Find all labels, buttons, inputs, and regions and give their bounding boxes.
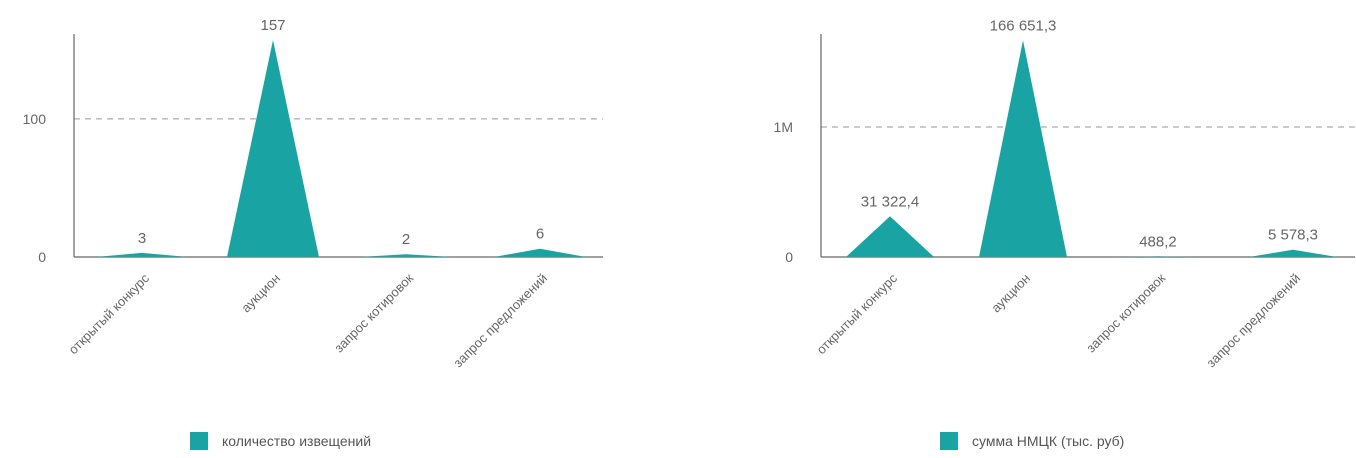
category-label: запрос котировок bbox=[331, 270, 416, 355]
legend-label: сумма НМЦК (тыс. руб) bbox=[972, 433, 1125, 449]
data-label: 166 651,3 bbox=[990, 17, 1057, 34]
category-label: запрос предложений bbox=[450, 271, 550, 371]
category-label: запрос предложений bbox=[1203, 271, 1303, 371]
area-peak[interactable] bbox=[227, 40, 319, 257]
chart-notices-count-plot: 0 100 3 157 2 6 открытый конкурс аукцион запрос … bbox=[23, 17, 603, 371]
legend-label: количество извещений bbox=[222, 433, 372, 449]
legend-swatch bbox=[940, 432, 958, 450]
chart-nmck-sum-plot: 0 1M 31 322,4 166 651,3 488,2 5 578,3 открытый… bbox=[774, 17, 1355, 371]
category-label: открытый конкурс bbox=[814, 270, 901, 357]
area-peak[interactable] bbox=[1114, 256, 1202, 257]
legend-swatch bbox=[190, 432, 208, 450]
area-peak[interactable] bbox=[96, 252, 188, 257]
category-label: запрос котировок bbox=[1083, 270, 1168, 355]
legend[interactable]: сумма НМЦК (тыс. руб) bbox=[940, 432, 1124, 450]
data-label: 2 bbox=[402, 231, 410, 248]
data-label: 6 bbox=[536, 226, 544, 243]
chart-nmck-sum: 0 1M 31 322,4 166 651,3 488,2 5 578,3 открытый… bbox=[678, 0, 1356, 458]
y-tick-label: 100 bbox=[23, 111, 47, 127]
chart-notices-count: 0 100 3 157 2 6 открытый конкурс аукцион запрос … bbox=[23, 17, 603, 450]
data-label: 488,2 bbox=[1139, 233, 1177, 250]
area-peak[interactable] bbox=[846, 216, 934, 257]
category-label: открытый конкурс bbox=[66, 270, 153, 357]
data-label: 3 bbox=[138, 230, 146, 247]
area-peak[interactable] bbox=[360, 254, 452, 257]
data-label: 5 578,3 bbox=[1268, 227, 1318, 244]
y-tick-label: 0 bbox=[38, 249, 46, 265]
data-label: 31 322,4 bbox=[861, 193, 919, 210]
area-peak[interactable] bbox=[494, 248, 586, 257]
legend[interactable]: количество извещений bbox=[190, 432, 371, 450]
y-tick-label: 1M bbox=[774, 119, 793, 135]
area-peak[interactable] bbox=[1249, 249, 1337, 257]
area-peak[interactable] bbox=[979, 40, 1067, 258]
y-tick-label: 0 bbox=[785, 249, 793, 265]
category-label: аукцион bbox=[238, 271, 283, 316]
category-label: аукцион bbox=[988, 271, 1033, 316]
data-label: 157 bbox=[260, 17, 285, 34]
